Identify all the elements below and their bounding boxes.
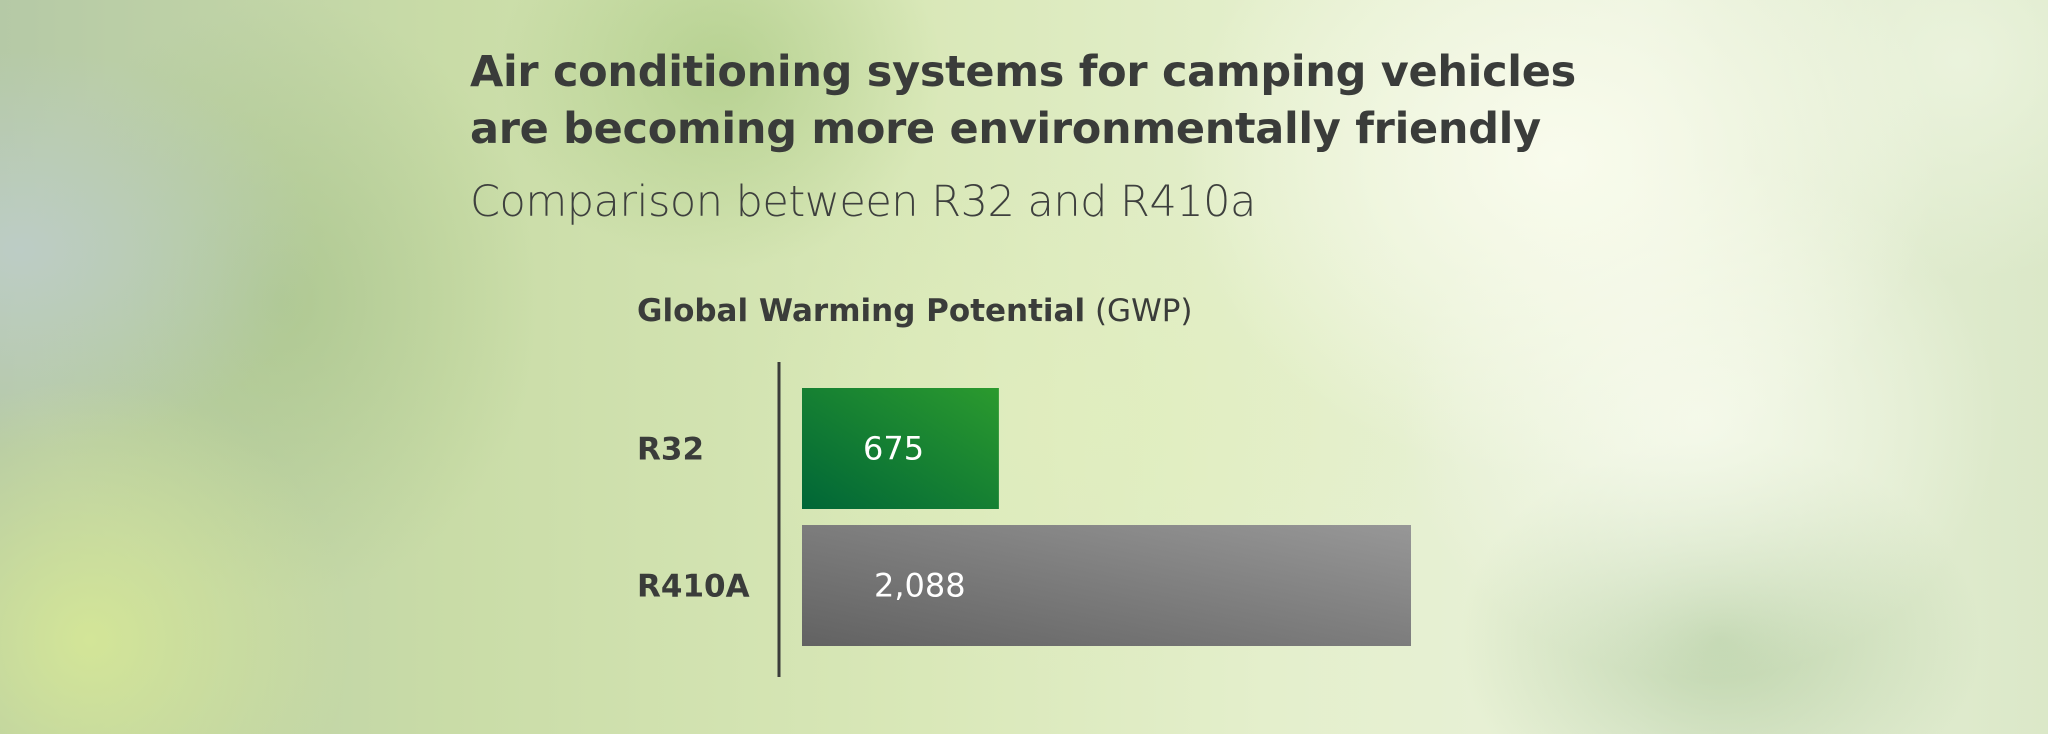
value-label-r410a: 2,088 [874,567,966,605]
bar-r32 [802,388,999,509]
category-label-r410a: R410A [637,569,750,605]
value-label-r32: 675 [863,430,924,468]
title-line-2: are becoming more environmentally friend… [470,104,1541,154]
bars-group: R32 675 R410A 2,088 [637,388,1411,646]
chart-heading-unit: (GWP) [1094,293,1193,329]
page-subtitle: Comparison between R32 and R410a [470,177,1256,227]
chart-heading-bold: Global Warming Potential [637,293,1086,329]
category-label-r32: R32 [637,432,704,468]
bar-r410a [802,525,1411,646]
chart-heading: Global Warming Potential (GWP) [637,291,1193,331]
title-line-1: Air conditioning systems for camping veh… [470,47,1576,97]
page-title: Air conditioning systems for camping veh… [470,44,1576,158]
